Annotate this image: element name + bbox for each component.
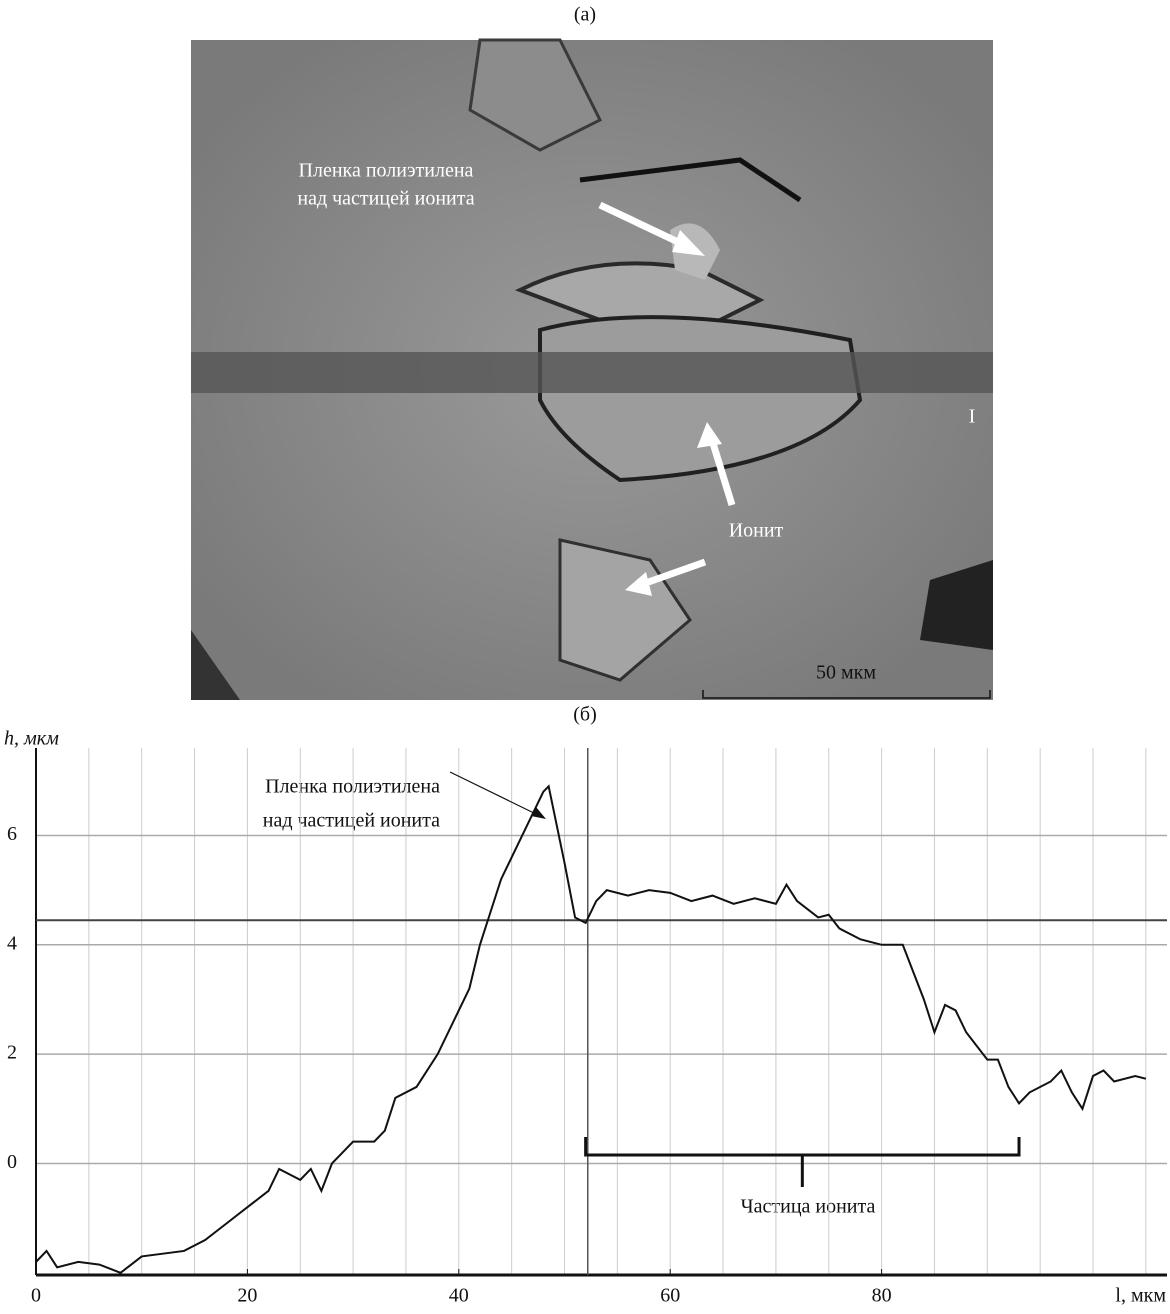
x-tick-label: 0 — [31, 1285, 41, 1307]
y-tick-label: 2 — [7, 1042, 17, 1064]
scale-bar-label: 50 мкм — [816, 662, 876, 684]
y-tick-label: 6 — [7, 823, 17, 845]
bracket — [586, 1137, 1019, 1187]
x-axis-label: l, мкм — [1115, 1285, 1166, 1307]
y-axis-label: h, мкм — [4, 728, 59, 750]
annotation: Частица ионита — [741, 1196, 876, 1218]
image-annotation: Пленка полиэтилена — [299, 160, 474, 182]
figure: (а) Пленка полиэтилена над частицей иони… — [0, 0, 1170, 1309]
image-annotation: Ионит — [729, 520, 784, 542]
x-tick-label: 80 — [872, 1285, 892, 1307]
image-annotation: I — [969, 406, 976, 428]
y-tick-label: 0 — [7, 1151, 17, 1173]
y-tick-label: 4 — [7, 932, 17, 954]
x-tick-label: 60 — [660, 1285, 680, 1307]
x-tick-label: 20 — [237, 1285, 257, 1307]
sem-image — [191, 40, 993, 700]
x-tick-label: 40 — [449, 1285, 469, 1307]
panel-label: (а) — [574, 4, 596, 26]
annotation: над частицей ионита — [263, 810, 440, 832]
data-line — [36, 786, 1146, 1273]
page: (а) Пленка полиэтилена над частицей иони… — [0, 0, 1170, 1314]
panel-label: (б) — [573, 704, 597, 726]
image-annotation: над частицей ионита — [297, 188, 474, 210]
annotation-arrowhead — [531, 807, 546, 819]
annotation-arrow — [450, 772, 540, 816]
